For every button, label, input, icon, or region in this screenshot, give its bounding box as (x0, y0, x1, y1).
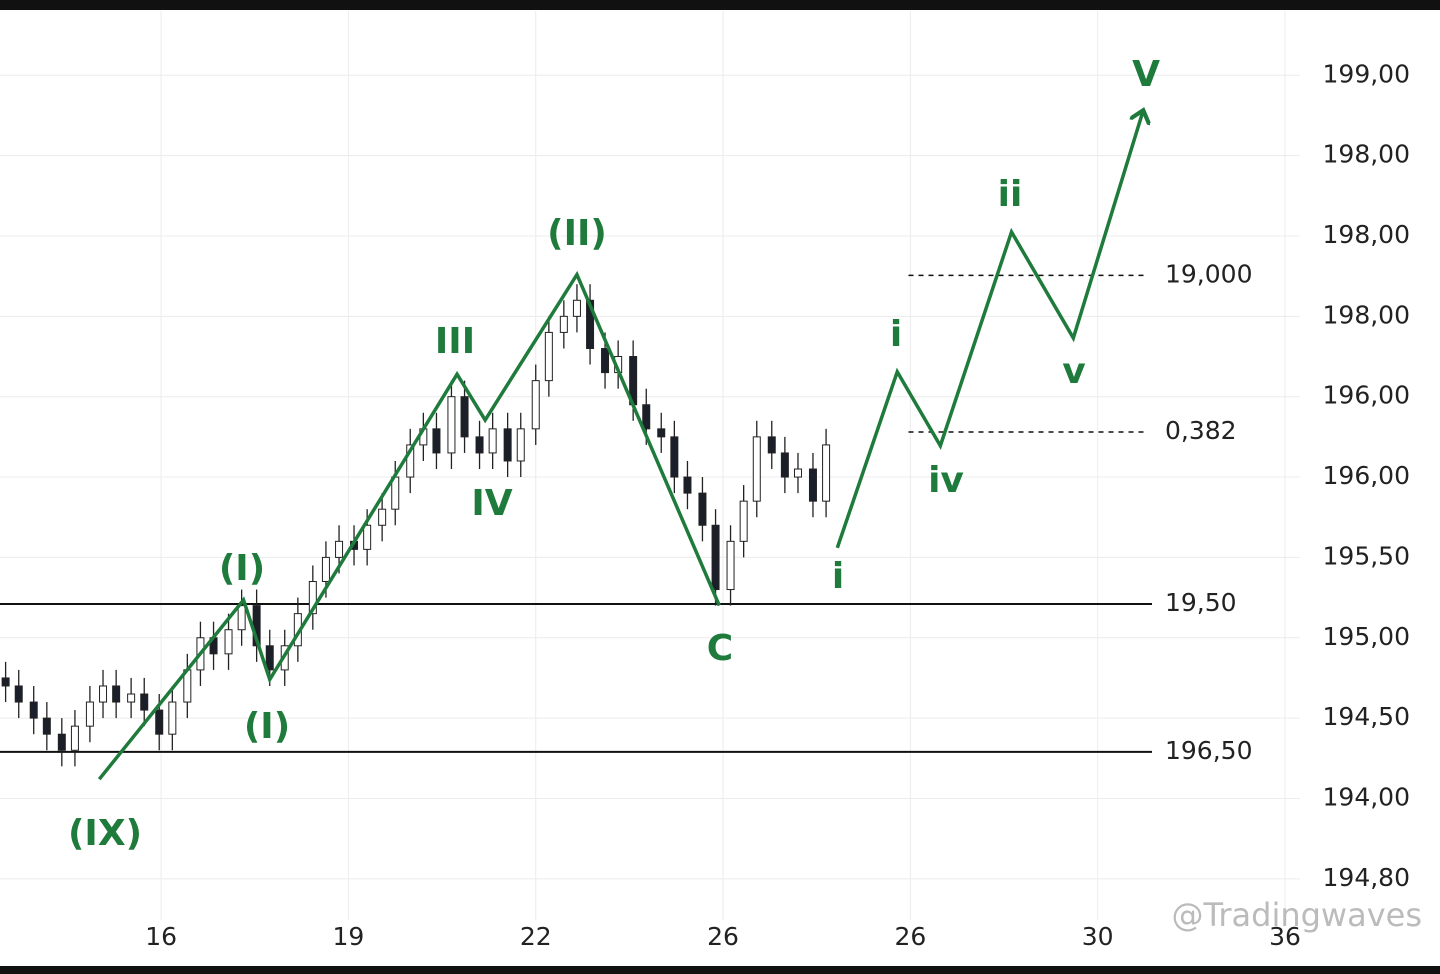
wave-line (835, 112, 1142, 549)
candle-body (335, 540, 344, 558)
wave-label: C (707, 628, 733, 669)
candle-body (168, 701, 177, 735)
x-tick-label: 36 (1269, 922, 1301, 951)
candle-body (822, 444, 831, 502)
candle-body (112, 685, 121, 703)
candle-body (127, 693, 136, 703)
level-label: 0,382 (1165, 416, 1237, 445)
x-tick-label: 16 (145, 922, 177, 951)
candle-body (711, 524, 720, 591)
candle-body (57, 733, 66, 751)
y-tick-label: 198,00 (1323, 220, 1410, 249)
y-tick-label: 198,00 (1323, 140, 1410, 169)
candle-body (793, 468, 802, 478)
candle-body (1, 677, 10, 687)
top-bar (0, 0, 1440, 10)
wave-label: (II) (547, 213, 607, 254)
candle-body (265, 645, 274, 671)
candle-body (767, 436, 776, 454)
candle-body (237, 605, 246, 631)
y-tick-label: 198,00 (1323, 300, 1410, 329)
candle-body (70, 725, 79, 751)
candle-body (488, 428, 497, 454)
candle-body (14, 685, 23, 703)
candle-body (531, 380, 540, 430)
y-tick-label: 196,00 (1323, 461, 1410, 490)
candle-body (447, 396, 456, 454)
candle-body (586, 299, 595, 349)
wave-label: v (1062, 351, 1085, 392)
candle-body (321, 556, 330, 583)
wave-label: V (1132, 54, 1160, 95)
candle-body (363, 524, 372, 550)
candle-body (698, 492, 707, 526)
candle-body (752, 436, 761, 502)
candle-body (601, 347, 610, 374)
candle-body (42, 717, 51, 735)
candle-body (739, 500, 748, 542)
y-tick-label: 194,50 (1323, 702, 1410, 731)
wave-label: i (832, 556, 844, 597)
candle-body (378, 508, 387, 526)
wave-line (97, 270, 721, 781)
y-tick-label: 195,50 (1323, 541, 1410, 570)
candle-body (516, 428, 525, 462)
wave-label: i (890, 314, 902, 355)
wave-label: (I) (219, 548, 265, 589)
candle-body (808, 468, 817, 502)
y-tick-label: 196,00 (1323, 381, 1410, 410)
candle-body (503, 428, 512, 462)
candle-body (544, 331, 553, 382)
candle-body (683, 476, 692, 494)
x-tick-label: 22 (520, 922, 552, 951)
wave-label: III (435, 321, 475, 362)
y-tick-label: 194,00 (1323, 782, 1410, 811)
level-label: 19,50 (1165, 588, 1237, 617)
candle-body (572, 299, 581, 317)
wave-label: IV (471, 483, 512, 524)
candle-body (140, 693, 149, 711)
candle-body (475, 436, 484, 454)
candle-body (670, 436, 679, 478)
wave-label: ii (998, 174, 1023, 215)
x-tick-label: 26 (894, 922, 926, 951)
candle-body (460, 396, 469, 438)
candle-body (432, 428, 441, 454)
y-tick-label: 194,80 (1323, 863, 1410, 892)
candle-body (29, 701, 38, 719)
candle-body (224, 629, 233, 655)
candle-body (85, 701, 94, 727)
x-tick-label: 26 (707, 922, 739, 951)
candle-body (726, 540, 735, 591)
bottom-bar (0, 966, 1440, 974)
candle-body (308, 581, 317, 615)
y-tick-label: 199,00 (1323, 59, 1410, 88)
level-label: 196,50 (1165, 736, 1252, 765)
wave-label: iv (928, 460, 964, 501)
wave-label: (IX) (68, 813, 142, 854)
candle-body (642, 404, 651, 430)
x-tick-label: 19 (333, 922, 365, 951)
candle-body (155, 709, 164, 735)
watermark: @Tradingwaves (1172, 896, 1422, 934)
candle-body (559, 315, 568, 333)
candle-body (99, 685, 108, 703)
level-label: 19,000 (1165, 259, 1252, 288)
x-tick-label: 30 (1082, 922, 1114, 951)
wave-label: (I) (244, 706, 290, 747)
candle-body (657, 428, 666, 438)
candle-body (406, 444, 415, 478)
y-tick-label: 195,00 (1323, 622, 1410, 651)
candle-body (780, 452, 789, 478)
